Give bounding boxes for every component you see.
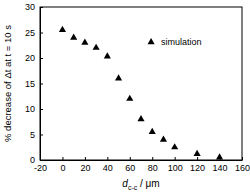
y-axis-title: % decrease of Δt at t = 10 s xyxy=(2,25,13,142)
y-tick-mark xyxy=(40,33,43,34)
y-axis: 0 5 10 15 20 25 30 xyxy=(25,2,43,165)
x-tick-label: 0 xyxy=(60,163,65,173)
plot-frame xyxy=(40,7,242,160)
x-tick-label: 160 xyxy=(235,163,250,173)
x-tick-mark xyxy=(175,157,176,160)
data-point xyxy=(81,39,88,45)
x-tick-mark xyxy=(197,157,198,160)
y-tick-mark xyxy=(40,7,43,8)
y-tick: 25 xyxy=(25,28,43,38)
x-tick-label: 20 xyxy=(80,163,90,173)
x-axis-title-part: / μm xyxy=(137,178,159,189)
data-point xyxy=(160,135,167,141)
y-tick-mark xyxy=(40,84,43,85)
x-tick-label: 100 xyxy=(168,163,183,173)
data-point xyxy=(126,95,133,101)
y-tick: 15 xyxy=(25,79,43,89)
data-point xyxy=(171,143,178,149)
x-tick-mark xyxy=(62,157,63,160)
legend-label: simulation xyxy=(161,37,202,47)
y-tick-mark xyxy=(40,109,43,110)
y-tick-label: 15 xyxy=(25,79,35,89)
y-tick-label: 10 xyxy=(25,104,35,114)
y-tick: 20 xyxy=(25,53,43,63)
y-tick-label: 5 xyxy=(30,130,35,140)
y-tick-mark xyxy=(40,160,43,161)
chart: -20020406080100120140160051015202530simu… xyxy=(0,0,250,193)
x-tick-label: 120 xyxy=(190,163,205,173)
x-tick-mark xyxy=(85,157,86,160)
x-tick-mark xyxy=(130,157,131,160)
x-tick: 40 xyxy=(103,157,113,173)
plot: -20020406080100120140160051015202530simu… xyxy=(25,2,250,173)
x-tick: 160 xyxy=(235,157,250,173)
x-tick-mark xyxy=(152,157,153,160)
y-tick: 10 xyxy=(25,104,43,114)
y-tick-label: 30 xyxy=(25,2,35,12)
y-tick: 5 xyxy=(30,130,43,140)
x-tick-label: 60 xyxy=(125,163,135,173)
x-tick: 0 xyxy=(60,157,65,173)
marks xyxy=(59,26,223,160)
x-axis-title-part: c-c xyxy=(128,184,138,191)
x-tick: 20 xyxy=(80,157,90,173)
data-point xyxy=(149,128,156,134)
y-tick-mark xyxy=(40,135,43,136)
data-point xyxy=(93,44,100,50)
data-point xyxy=(137,115,144,121)
y-tick-mark xyxy=(40,58,43,59)
x-tick-label: 140 xyxy=(213,163,228,173)
legend: simulation xyxy=(148,37,202,47)
data-point xyxy=(194,150,201,156)
x-tick-label: 80 xyxy=(148,163,158,173)
x-tick-mark xyxy=(242,157,243,160)
x-axis-title: dc-c / μm xyxy=(122,178,159,191)
data-point xyxy=(115,74,122,80)
data-point xyxy=(104,52,111,58)
legend-marker xyxy=(148,38,155,44)
data-point xyxy=(59,26,66,32)
x-tick: 100 xyxy=(168,157,183,173)
y-tick: 30 xyxy=(25,2,43,12)
x-axis-line xyxy=(41,160,243,161)
y-tick-label: 25 xyxy=(25,28,35,38)
x-tick: 120 xyxy=(190,157,205,173)
y-tick-label: 0 xyxy=(30,155,35,165)
x-tick-label: 40 xyxy=(103,163,113,173)
x-tick: 80 xyxy=(148,157,158,173)
x-tick: 60 xyxy=(125,157,135,173)
x-tick-label: -20 xyxy=(34,163,47,173)
x-tick-mark xyxy=(107,157,108,160)
data-point xyxy=(70,33,77,39)
y-tick-label: 20 xyxy=(25,53,35,63)
data-point xyxy=(216,153,223,159)
y-tick: 0 xyxy=(30,155,43,165)
